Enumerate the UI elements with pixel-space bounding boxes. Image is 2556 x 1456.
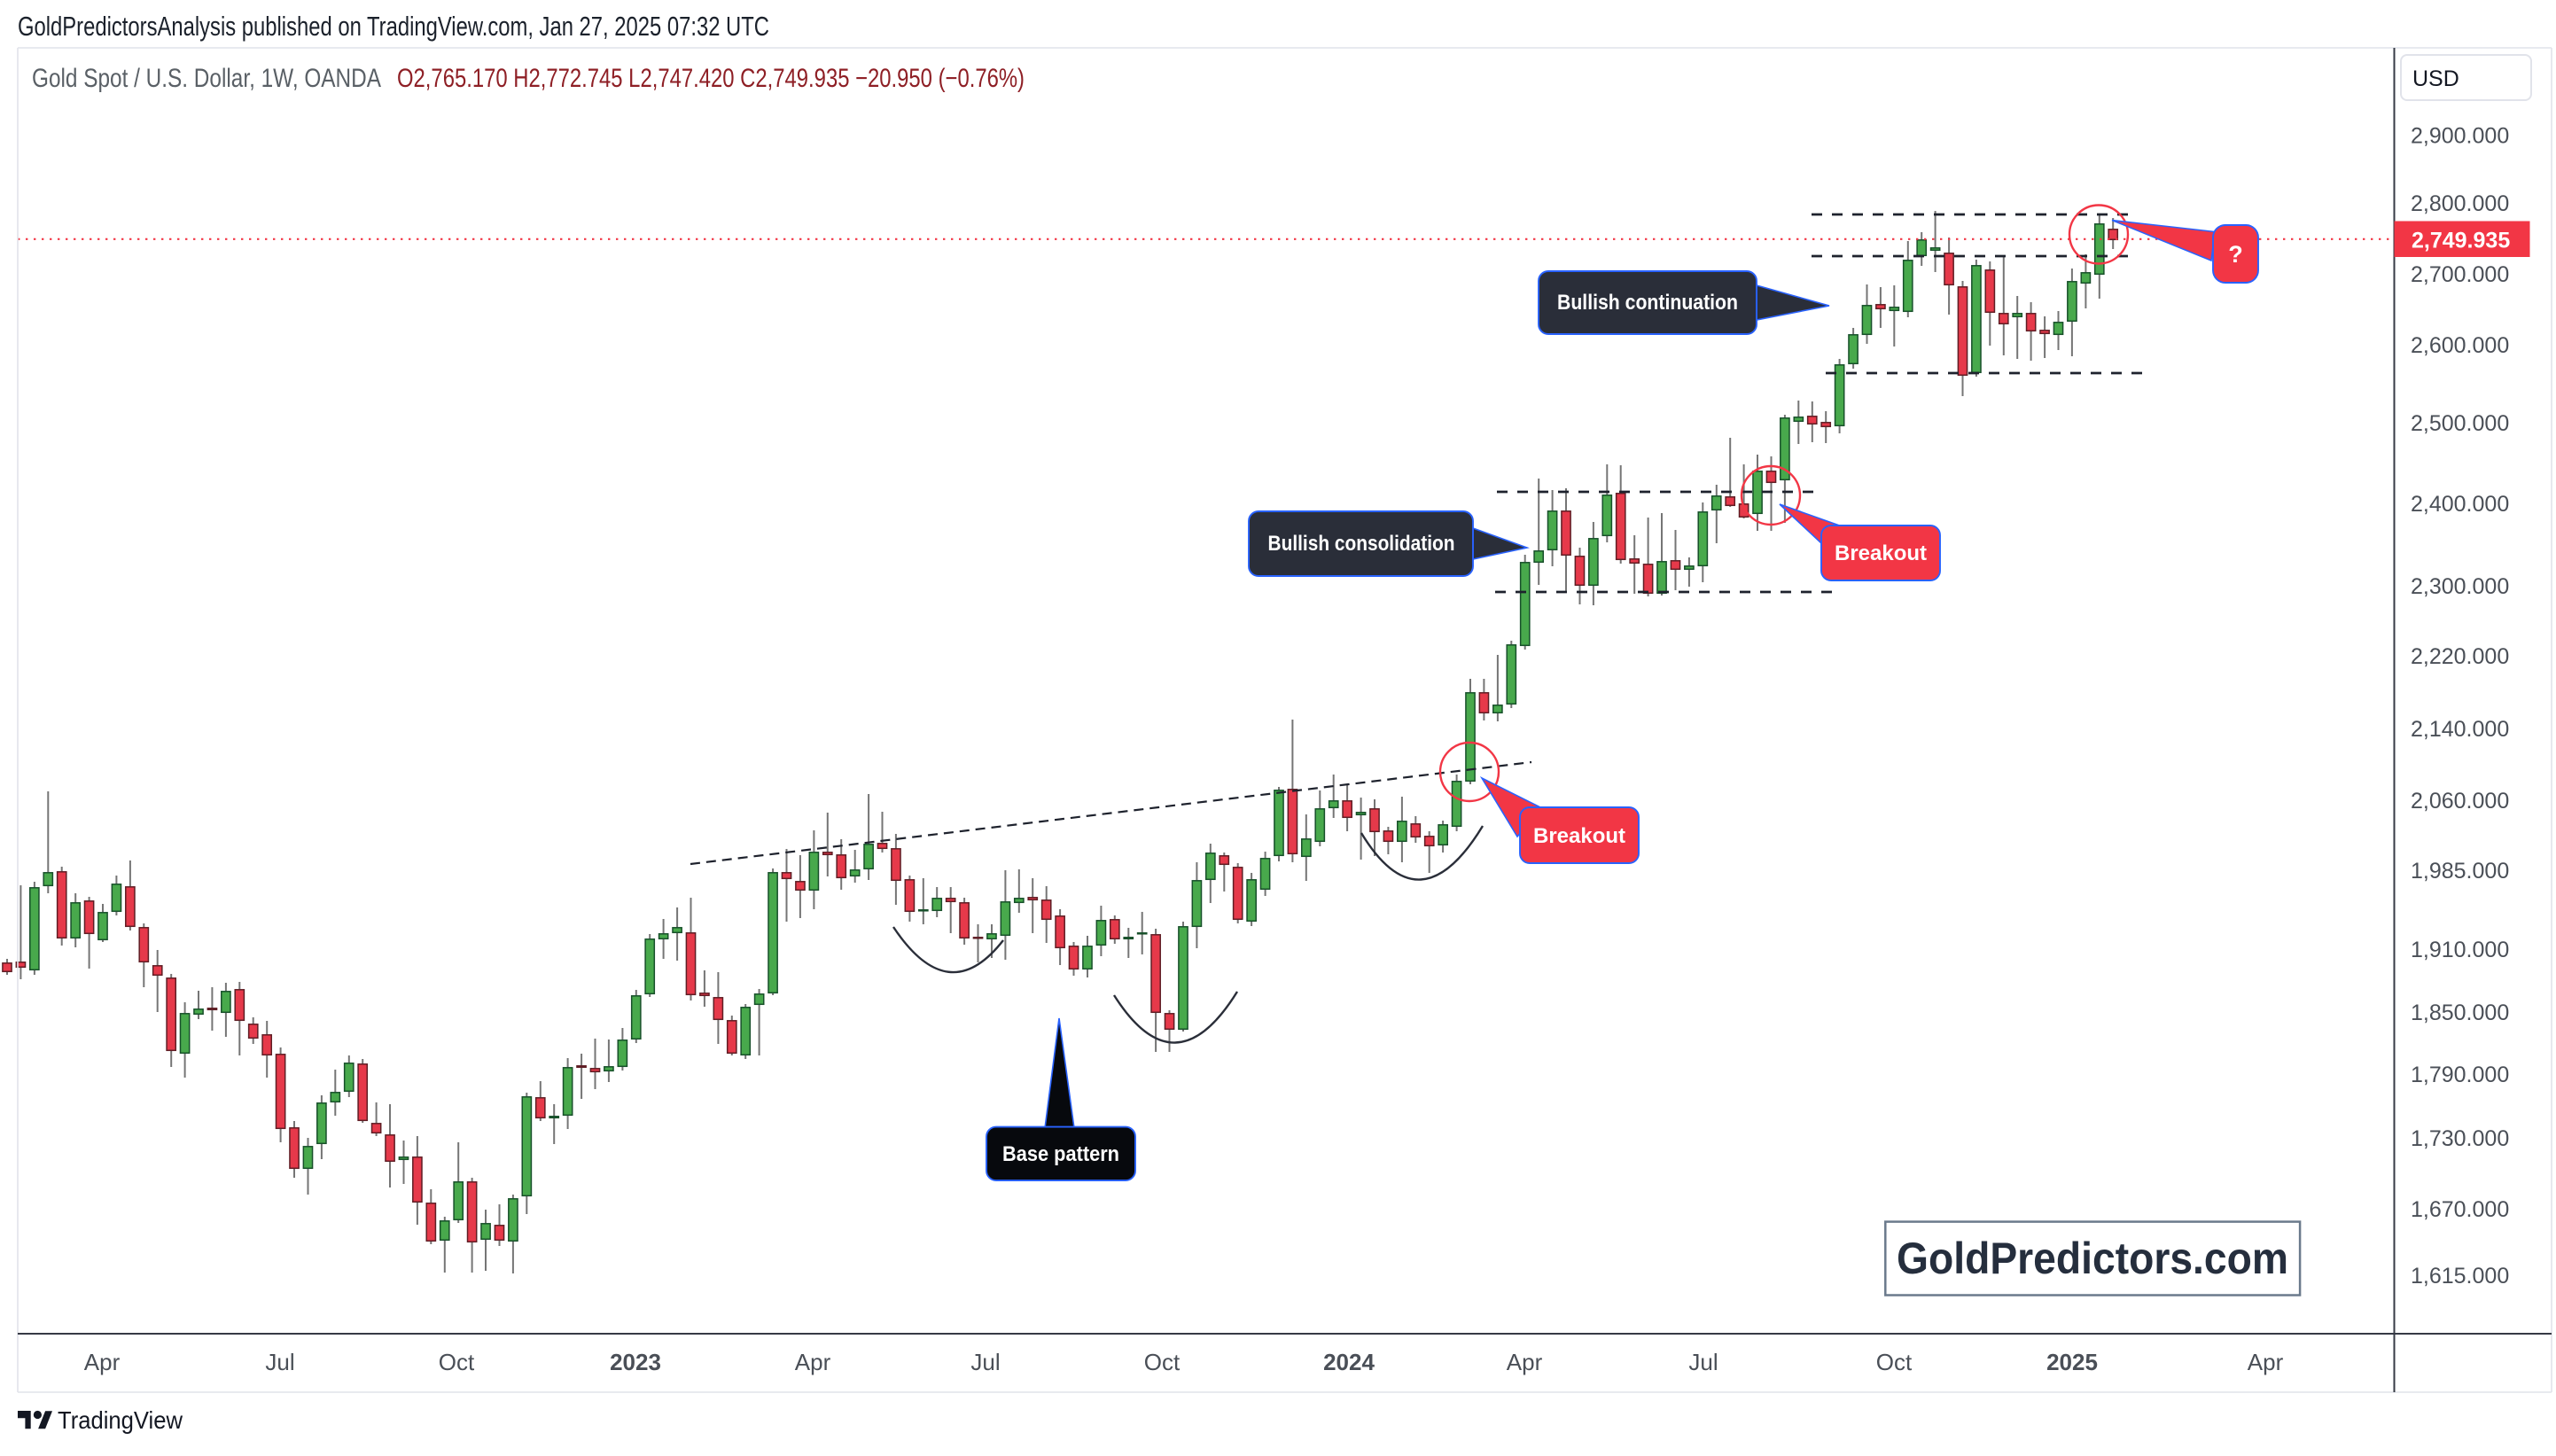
svg-text:2,500.000: 2,500.000 [2411, 411, 2509, 436]
svg-text:O2,765.170 H2,772.745 L2,747: O2,765.170 H2,772.745 L2,747.420 C2,749.… [397, 64, 1025, 93]
svg-text:2,060.000: 2,060.000 [2411, 789, 2509, 814]
svg-text:Breakout: Breakout [1533, 824, 1625, 848]
svg-text:Base pattern: Base pattern [1002, 1142, 1119, 1166]
svg-text:1,670.000: 1,670.000 [2411, 1197, 2509, 1222]
svg-text:2,749.935: 2,749.935 [2412, 229, 2510, 253]
svg-text:Oct: Oct [1144, 1349, 1181, 1375]
svg-text:2,700.000: 2,700.000 [2411, 262, 2509, 287]
svg-text:Apr: Apr [2248, 1349, 2284, 1375]
svg-text:Apr: Apr [84, 1349, 121, 1375]
svg-text:Jul: Jul [970, 1349, 1000, 1375]
svg-text:Apr: Apr [795, 1349, 831, 1375]
svg-text:Bullish consolidation: Bullish consolidation [1268, 532, 1455, 556]
svg-text:2,800.000: 2,800.000 [2411, 191, 2509, 216]
svg-text:2024: 2024 [1323, 1349, 1375, 1375]
svg-text:Apr: Apr [1507, 1349, 1543, 1375]
svg-text:2023: 2023 [610, 1349, 661, 1375]
svg-text:2,220.000: 2,220.000 [2411, 644, 2509, 669]
svg-text:Oct: Oct [439, 1349, 475, 1375]
svg-text:Bullish continuation: Bullish continuation [1557, 291, 1738, 315]
svg-text:2,400.000: 2,400.000 [2411, 492, 2509, 517]
svg-text:1,615.000: 1,615.000 [2411, 1264, 2509, 1289]
svg-text:GoldPredictorsAnalysis publish: GoldPredictorsAnalysis published on Trad… [18, 11, 769, 42]
svg-text:?: ? [2228, 241, 2243, 268]
svg-text:2025: 2025 [2046, 1349, 2098, 1375]
svg-text:1,790.000: 1,790.000 [2411, 1063, 2509, 1087]
svg-text:TradingView: TradingView [58, 1406, 183, 1434]
svg-text:Jul: Jul [1688, 1349, 1718, 1375]
svg-text:1,850.000: 1,850.000 [2411, 1001, 2509, 1025]
svg-text:2,140.000: 2,140.000 [2411, 717, 2509, 742]
svg-text:Gold Spot / U.S. Dollar, 1W, O: Gold Spot / U.S. Dollar, 1W, OANDA [32, 64, 381, 93]
svg-text:2,900.000: 2,900.000 [2411, 124, 2509, 149]
svg-text:2,600.000: 2,600.000 [2411, 333, 2509, 358]
svg-text:USD: USD [2412, 66, 2459, 91]
svg-text:1,910.000: 1,910.000 [2411, 938, 2509, 962]
svg-text:Breakout: Breakout [1835, 541, 1927, 565]
svg-text:Jul: Jul [265, 1349, 294, 1375]
svg-text:GoldPredictors.com: GoldPredictors.com [1897, 1234, 2288, 1283]
svg-text:1,985.000: 1,985.000 [2411, 859, 2509, 884]
svg-text:Oct: Oct [1876, 1349, 1913, 1375]
svg-text:2,300.000: 2,300.000 [2411, 574, 2509, 599]
svg-text:1,730.000: 1,730.000 [2411, 1126, 2509, 1151]
